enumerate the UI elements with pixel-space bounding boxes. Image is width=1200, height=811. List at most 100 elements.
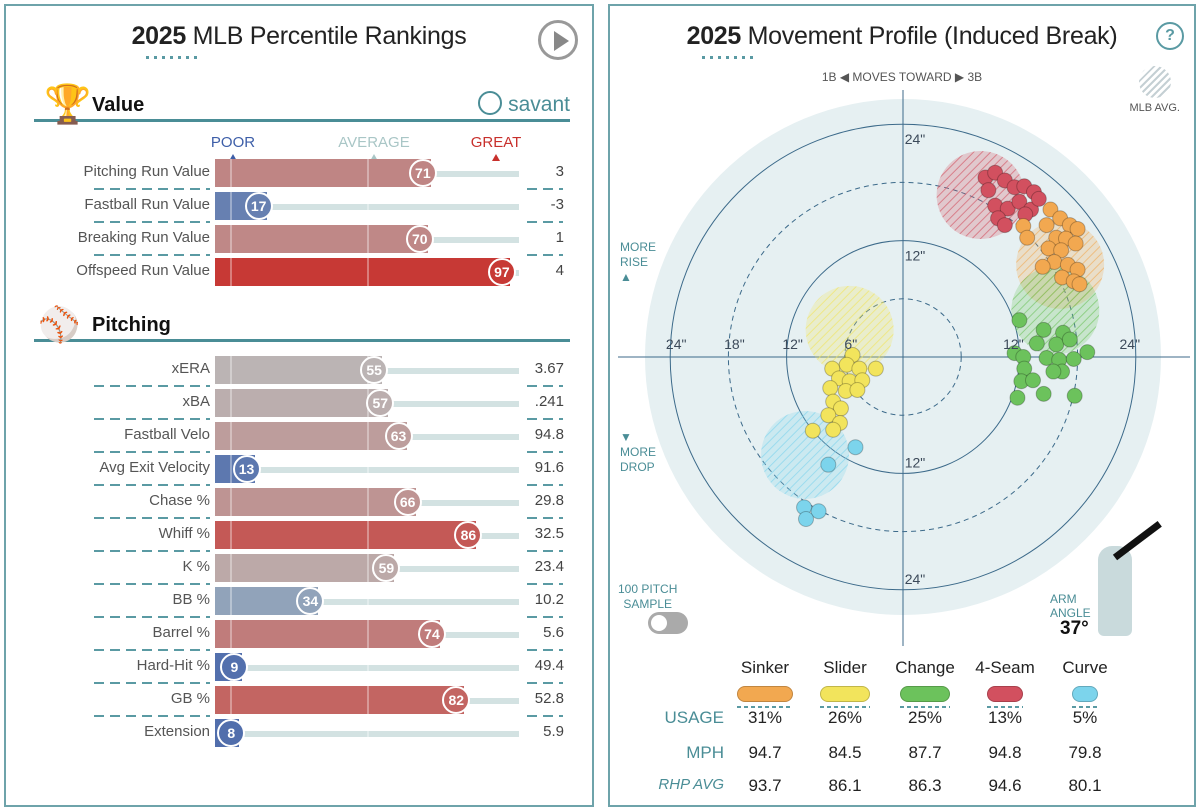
percentile-track bbox=[215, 665, 519, 671]
ring-label: 24" bbox=[1120, 336, 1141, 352]
percentile-badge: 66 bbox=[393, 488, 422, 516]
percentile-row[interactable]: Fastball Run Value 17 -3 bbox=[6, 192, 592, 220]
ring-label: 12" bbox=[905, 248, 926, 264]
percentile-row[interactable]: Whiff % 86 32.5 bbox=[6, 521, 592, 549]
percentile-row[interactable]: GB % 82 52.8 bbox=[6, 686, 592, 714]
percentile-row[interactable]: Fastball Velo 63 94.8 bbox=[6, 422, 592, 450]
pitch-point bbox=[1024, 372, 1041, 389]
percentile-row[interactable]: Avg Exit Velocity 13 91.6 bbox=[6, 455, 592, 483]
hatch-icon bbox=[1138, 66, 1171, 98]
percentile-badge: 55 bbox=[360, 356, 389, 384]
pitch-point bbox=[1011, 312, 1028, 329]
pitch-point bbox=[1030, 190, 1047, 207]
pitch-legend-4-seam[interactable]: 4-Seam bbox=[965, 658, 1045, 708]
percentile-row[interactable]: Offspeed Run Value 97 4 bbox=[6, 258, 592, 286]
pitch-point bbox=[1035, 385, 1052, 402]
percentile-row[interactable]: xERA 55 3.67 bbox=[6, 356, 592, 384]
percentile-track bbox=[215, 204, 519, 210]
usage-label: USAGE bbox=[664, 708, 724, 727]
metric-value: .241 bbox=[534, 393, 564, 410]
ring-label: 12" bbox=[782, 336, 803, 352]
metric-value: 3 bbox=[555, 163, 564, 180]
pitch-point bbox=[1061, 331, 1078, 348]
pitch-rhp_avg: 86.1 bbox=[828, 776, 862, 795]
percentile-row[interactable]: Extension 8 5.9 bbox=[6, 719, 592, 747]
percentile-row[interactable]: Barrel % 74 5.6 bbox=[6, 620, 592, 648]
pitcher-silhouette-icon bbox=[1098, 546, 1132, 636]
metric-name: Chase % bbox=[149, 492, 210, 509]
percentile-badge: 82 bbox=[442, 686, 471, 714]
ring-label: 24" bbox=[905, 571, 926, 587]
arm-angle-value: 37° bbox=[1060, 618, 1089, 639]
ring-label: 24" bbox=[666, 336, 687, 352]
percentile-row[interactable]: Pitching Run Value 71 3 bbox=[6, 159, 592, 187]
sample-toggle[interactable] bbox=[648, 612, 688, 634]
pitch-mph: 94.8 bbox=[988, 743, 1022, 762]
percentile-badge: 8 bbox=[217, 719, 246, 747]
percentile-bar bbox=[215, 356, 383, 384]
metric-value: 91.6 bbox=[534, 459, 564, 476]
pitch-mph: 94.7 bbox=[748, 743, 782, 762]
percentile-row[interactable]: Chase % 66 29.8 bbox=[6, 488, 592, 516]
metric-name: Extension bbox=[144, 723, 210, 740]
metric-name: Barrel % bbox=[152, 624, 210, 641]
metric-name: Fastball Run Value bbox=[84, 196, 210, 213]
ring-label: 18" bbox=[724, 336, 745, 352]
metric-value: 5.9 bbox=[543, 723, 564, 740]
percentile-row[interactable]: BB % 34 10.2 bbox=[6, 587, 592, 615]
metric-name: BB % bbox=[172, 591, 210, 608]
percentile-badge: 13 bbox=[232, 455, 261, 483]
percentile-bar bbox=[215, 389, 389, 417]
direction-label: 1B ◀ MOVES TOWARD ▶ 3B bbox=[821, 70, 983, 84]
percentile-track bbox=[215, 467, 519, 473]
percentile-row[interactable]: xBA 57 .241 bbox=[6, 389, 592, 417]
pitch-legend-change[interactable]: Change bbox=[885, 658, 965, 708]
help-icon[interactable]: ? bbox=[1156, 22, 1184, 50]
percentile-row[interactable]: Hard-Hit % 9 49.4 bbox=[6, 653, 592, 681]
percentile-row[interactable]: Breaking Run Value 70 1 bbox=[6, 225, 592, 253]
play-button[interactable] bbox=[538, 20, 578, 60]
pitching-section-header: ⚾ Pitching bbox=[34, 306, 570, 344]
metric-name: xBA bbox=[182, 393, 210, 410]
metric-name: Pitching Run Value bbox=[83, 163, 210, 180]
pitch-point bbox=[1053, 242, 1070, 259]
pitch-point bbox=[849, 381, 866, 398]
metric-name: Hard-Hit % bbox=[136, 657, 210, 674]
pitch-usage: 13% bbox=[987, 708, 1023, 727]
metric-name: GB % bbox=[170, 690, 210, 707]
ring-label: 6" bbox=[844, 336, 857, 352]
title-underline bbox=[702, 56, 758, 59]
pitch-point bbox=[1065, 350, 1082, 367]
pitch-color-swatch bbox=[1072, 686, 1098, 702]
percentile-badge: 57 bbox=[366, 389, 395, 417]
percentile-badge: 34 bbox=[296, 587, 325, 615]
pitch-point bbox=[1079, 344, 1096, 361]
pitch-legend-slider[interactable]: Slider bbox=[805, 658, 885, 708]
percentile-bar bbox=[215, 686, 465, 714]
row-divider bbox=[527, 254, 563, 256]
pitch-mph: 87.7 bbox=[908, 743, 942, 762]
row-divider bbox=[94, 517, 210, 519]
pitch-name: Slider bbox=[823, 658, 867, 677]
row-divider bbox=[527, 550, 563, 552]
pitch-legend-curve[interactable]: Curve bbox=[1045, 658, 1125, 708]
baseball-icon bbox=[478, 91, 503, 115]
percentile-title: 2025 MLB Percentile Rankings bbox=[131, 22, 467, 50]
pitch-usage: 25% bbox=[907, 708, 943, 727]
row-divider bbox=[527, 517, 563, 519]
pitch-color-swatch bbox=[820, 686, 870, 702]
percentile-badge: 17 bbox=[244, 192, 273, 220]
pitch-rhp_avg: 80.1 bbox=[1068, 776, 1102, 795]
pitch-name: Curve bbox=[1062, 658, 1108, 677]
pitch-point bbox=[822, 380, 839, 397]
pitch-legend-sinker[interactable]: Sinker bbox=[725, 658, 805, 708]
percentile-row[interactable]: K % 59 23.4 bbox=[6, 554, 592, 582]
pitch-rhp_avg: 86.3 bbox=[908, 776, 942, 795]
metric-value: 29.8 bbox=[534, 492, 564, 509]
row-divider bbox=[94, 649, 210, 651]
pitch-usage: 26% bbox=[827, 708, 863, 727]
percentile-bar bbox=[215, 422, 407, 450]
row-divider bbox=[94, 385, 210, 387]
metric-name: xERA bbox=[171, 360, 210, 377]
row-divider bbox=[94, 451, 210, 453]
